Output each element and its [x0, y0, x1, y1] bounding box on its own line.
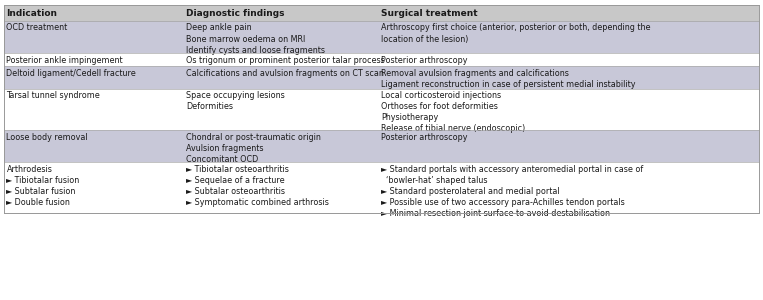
Bar [4, 5, 759, 21]
Text: Diagnostic findings: Diagnostic findings [186, 8, 285, 17]
Bar [4, 66, 759, 88]
Text: Posterior ankle impingement: Posterior ankle impingement [7, 56, 123, 64]
Text: Deep ankle pain
Bone marrow oedema on MRI
Identify cysts and loose fragments: Deep ankle pain Bone marrow oedema on MR… [186, 23, 325, 55]
Text: Removal avulsion fragments and calcifications
Ligament reconstruction in case of: Removal avulsion fragments and calcifica… [381, 68, 636, 88]
Text: Os trigonum or prominent posterior talar process: Os trigonum or prominent posterior talar… [186, 56, 385, 64]
Bar [4, 88, 759, 130]
Bar [4, 130, 759, 162]
Text: Arthroscopy first choice (anterior, posterior or both, depending the
location of: Arthroscopy first choice (anterior, post… [381, 23, 651, 44]
Text: Posterior arthroscopy: Posterior arthroscopy [381, 56, 468, 64]
Bar [4, 21, 759, 53]
Text: Calcifications and avulsion fragments on CT scan: Calcifications and avulsion fragments on… [186, 68, 384, 77]
Text: Local corticosteroid injections
Orthoses for foot deformities
Physiotherapy
Rele: Local corticosteroid injections Orthoses… [381, 91, 525, 133]
Bar [4, 162, 759, 213]
Text: Indication: Indication [7, 8, 57, 17]
Text: ► Standard portals with accessory anteromedial portal in case of
  ‘bowler-hat’ : ► Standard portals with accessory antero… [381, 164, 643, 218]
Text: Loose body removal: Loose body removal [7, 133, 88, 142]
Text: ► Tibiotalar osteoarthritis
► Sequelae of a fracture
► Subtalar osteoarthritis
►: ► Tibiotalar osteoarthritis ► Sequelae o… [186, 164, 329, 207]
Text: Chondral or post-traumatic origin
Avulsion fragments
Concomitant OCD: Chondral or post-traumatic origin Avulsi… [186, 133, 321, 164]
Text: OCD treatment: OCD treatment [7, 23, 68, 32]
Text: Arthrodesis
► Tibiotalar fusion
► Subtalar fusion
► Double fusion: Arthrodesis ► Tibiotalar fusion ► Subtal… [7, 164, 80, 207]
Text: Surgical treatment: Surgical treatment [381, 8, 478, 17]
Text: Posterior arthroscopy: Posterior arthroscopy [381, 133, 468, 142]
Text: Tarsal tunnel syndrome: Tarsal tunnel syndrome [7, 91, 100, 100]
Bar [4, 53, 759, 66]
Text: Deltoid ligament/Cedell fracture: Deltoid ligament/Cedell fracture [7, 68, 137, 77]
Text: Space occupying lesions
Deformities: Space occupying lesions Deformities [186, 91, 285, 111]
